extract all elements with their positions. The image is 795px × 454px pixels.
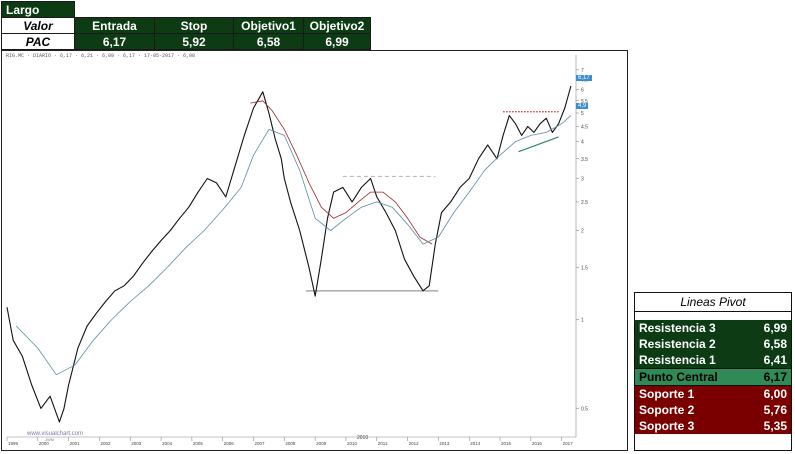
header-label: Valor [1,17,75,34]
resistance-3-value: 6,99 [763,321,787,335]
val-objetivo2: 6,99 [303,33,371,50]
resistance-1-label: Resistencia 1 [639,353,716,367]
support-3-value: 5,35 [763,419,787,433]
y-tick-label-11: 1.5 [581,265,588,271]
y-tick-label-7: 3.5 [581,157,588,163]
support-1-value: 6,00 [763,387,787,401]
x-tick-label-12: 2011 [378,441,388,446]
strategy-table: Largo Valor Entrada Stop Objetivo1 Objet… [1,1,371,50]
x-tick-label-3: 2002 [100,441,111,446]
y-tick-label-10: 2 [581,229,584,235]
support-2-value: 5,76 [763,403,787,417]
x-tick-label-0: 1999 [8,441,19,446]
chart-svg[interactable]: 76.565.554.543.532.521.510.5199920002001… [2,51,627,450]
price-badge-top: 6,17 [576,75,592,81]
x-tick-label-5: 2004 [162,441,173,446]
support-2-row: Soporte 2 5,76 [635,402,791,418]
x-tick-label-14: 2013 [439,441,450,446]
x-tick-label-11: 2010 [347,441,358,446]
central-point-value: 6,17 [763,370,787,384]
x-tick-label-8: 2007 [255,441,266,446]
direction-label: Largo [1,1,75,18]
y-tick-label-13: 0.5 [581,406,588,412]
resistance-3-row: Resistencia 3 6,99 [635,320,791,336]
central-point-label: Punto Central [639,370,718,384]
x-tick-label-1: 2000 [39,441,50,446]
pivot-title: Lineas Pivot [635,293,791,312]
col-objetivo1: Objetivo1 [233,17,304,34]
y-tick-label-0: 7 [581,68,584,74]
chart-header-text: RIG.MC · DIARIO · 6,17 · 6,21 · 6,09 · 6… [6,53,196,59]
support-2-label: Soporte 2 [639,403,695,417]
resistance-3-label: Resistencia 3 [639,321,716,335]
col-stop: Stop [154,17,234,34]
year-caption: 2010 [357,435,369,441]
central-point-row: Punto Central 6,17 [635,368,791,386]
val-entrada: 6,17 [74,33,155,50]
y-tick-label-5: 4.5 [581,125,588,131]
x-tick-label-16: 2015 [501,441,512,446]
x-tick-label-6: 2005 [193,441,204,446]
pivot-panel: Lineas Pivot Resistencia 3 6,99 Resisten… [634,292,792,451]
slow-average-line [250,100,433,245]
watermark: www.visualchart.com JWM [27,431,83,442]
x-tick-label-18: 2017 [563,441,574,446]
y-tick-label-3: 5.5 [581,99,588,105]
resistance-2-row: Resistencia 2 6,58 [635,336,791,352]
x-tick-label-15: 2014 [470,441,481,446]
x-tick-label-13: 2012 [409,441,420,446]
val-stop: 5,92 [154,33,234,50]
x-tick-label-7: 2006 [224,441,235,446]
y-tick-label-8: 3 [581,177,584,183]
x-tick-label-17: 2016 [532,441,543,446]
resistance-2-label: Resistencia 2 [639,337,716,351]
x-tick-label-4: 2003 [131,441,142,446]
row-label: PAC [1,33,75,50]
support-3-row: Soporte 3 5,35 [635,418,791,434]
watermark-text: www.visualchart.com [27,431,84,437]
price-badge-mid: 4,9 [576,103,589,109]
watermark-sub: JWM [45,437,55,442]
support-1-row: Soporte 1 6,00 [635,386,791,402]
support-3-label: Soporte 3 [639,419,695,433]
price-line [6,85,572,423]
y-tick-label-2: 6 [581,88,584,94]
x-tick-label-10: 2009 [316,441,327,446]
x-tick-label-9: 2008 [285,441,296,446]
resistance-1-row: Resistencia 1 6,41 [635,352,791,368]
val-objetivo1: 6,58 [233,33,304,50]
annotation-solid-line-3 [518,136,559,153]
x-tick-label-2: 2001 [70,441,81,446]
resistance-2-value: 6,58 [763,337,787,351]
fast-average-line [15,115,572,376]
price-chart[interactable]: RIG.MC · DIARIO · 6,17 · 6,21 · 6,09 · 6… [1,50,628,451]
col-entrada: Entrada [74,17,155,34]
y-tick-label-9: 2.5 [581,200,588,206]
resistance-1-value: 6,41 [763,353,787,367]
col-objetivo2: Objetivo2 [303,17,371,34]
y-tick-label-4: 5 [581,111,584,117]
support-1-label: Soporte 1 [639,387,695,401]
y-tick-label-12: 1 [581,317,584,323]
y-tick-label-6: 4 [581,140,584,146]
